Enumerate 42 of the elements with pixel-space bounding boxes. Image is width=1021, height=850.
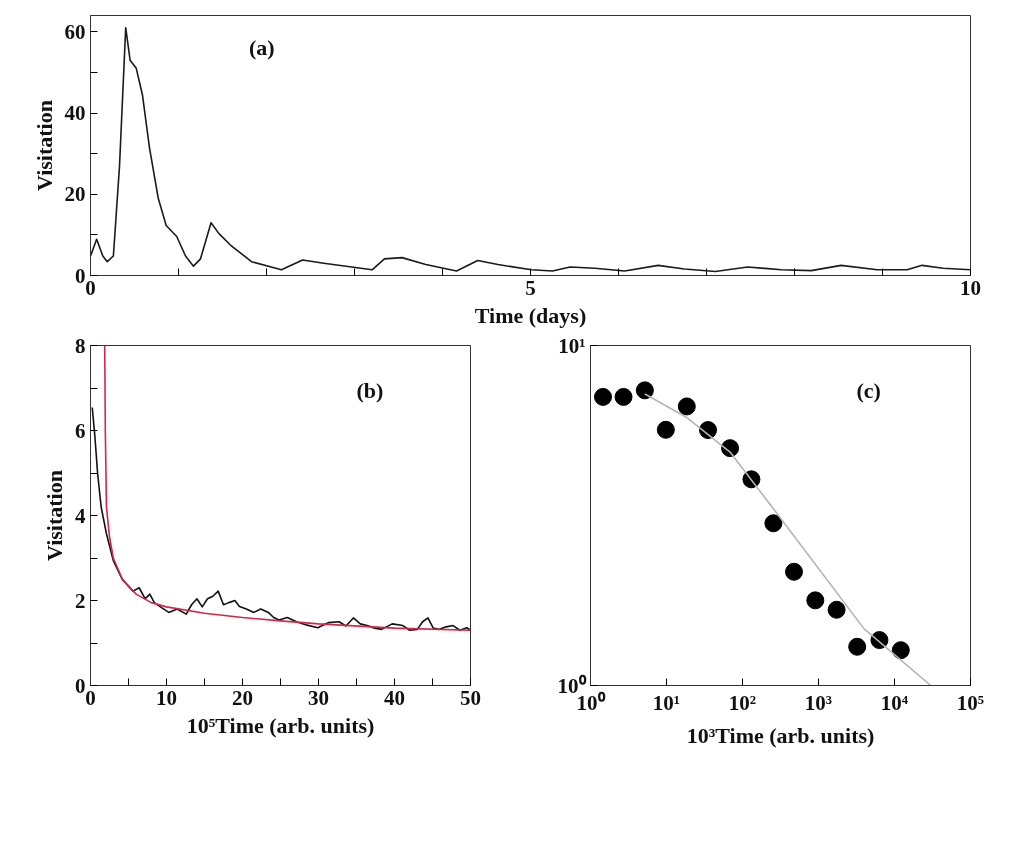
x-tick-label: 10 (156, 685, 177, 710)
point (764, 514, 783, 533)
y-tick-label: 6 (75, 418, 86, 443)
point (635, 381, 654, 400)
y-tick-label: 4 (75, 503, 86, 528)
point (827, 600, 846, 619)
x-tick-label: 5 (525, 275, 536, 300)
x-tick-label: 10 (960, 275, 981, 300)
annotation: (a) (248, 34, 275, 60)
y-tick-label: 8 (75, 333, 86, 358)
y-axis-title: Visitation (31, 100, 57, 191)
x-tick-label: 20 (232, 685, 253, 710)
x-axis-title: 10⁵Time (arb. units) (186, 712, 375, 738)
y-axis-title: Visitation (42, 470, 67, 561)
x-tick-label: 10⁵ (956, 690, 985, 715)
point (891, 641, 910, 660)
point (806, 591, 825, 610)
line-series (90, 26, 971, 273)
annotation: (b) (356, 378, 384, 404)
line-series (91, 406, 471, 632)
point (848, 637, 867, 656)
x-tick-label: 10² (728, 690, 757, 715)
x-tick-label: 10⁰ (576, 690, 606, 715)
annotation: (c) (856, 378, 881, 404)
x-tick-label: 10⁴ (880, 690, 909, 715)
x-tick-label: 30 (308, 685, 329, 710)
x-axis-title: 10³Time (arb. units) (686, 722, 875, 748)
x-axis-title: Time (days) (474, 302, 587, 328)
x-tick-label: 40 (384, 685, 405, 710)
x-tick-label: 50 (460, 685, 481, 710)
x-tick-label: 10³ (804, 690, 833, 715)
line-series (103, 345, 471, 632)
point (677, 397, 696, 416)
y-tick-label: 40 (64, 101, 86, 125)
point (656, 420, 675, 439)
y-tick-label: 20 (64, 182, 86, 207)
y-tick-label: 2 (75, 588, 86, 613)
point (593, 387, 612, 406)
point (614, 387, 633, 406)
y-tick-label: 60 (64, 19, 86, 44)
x-tick-label: 10¹ (652, 690, 681, 715)
point (785, 562, 803, 581)
